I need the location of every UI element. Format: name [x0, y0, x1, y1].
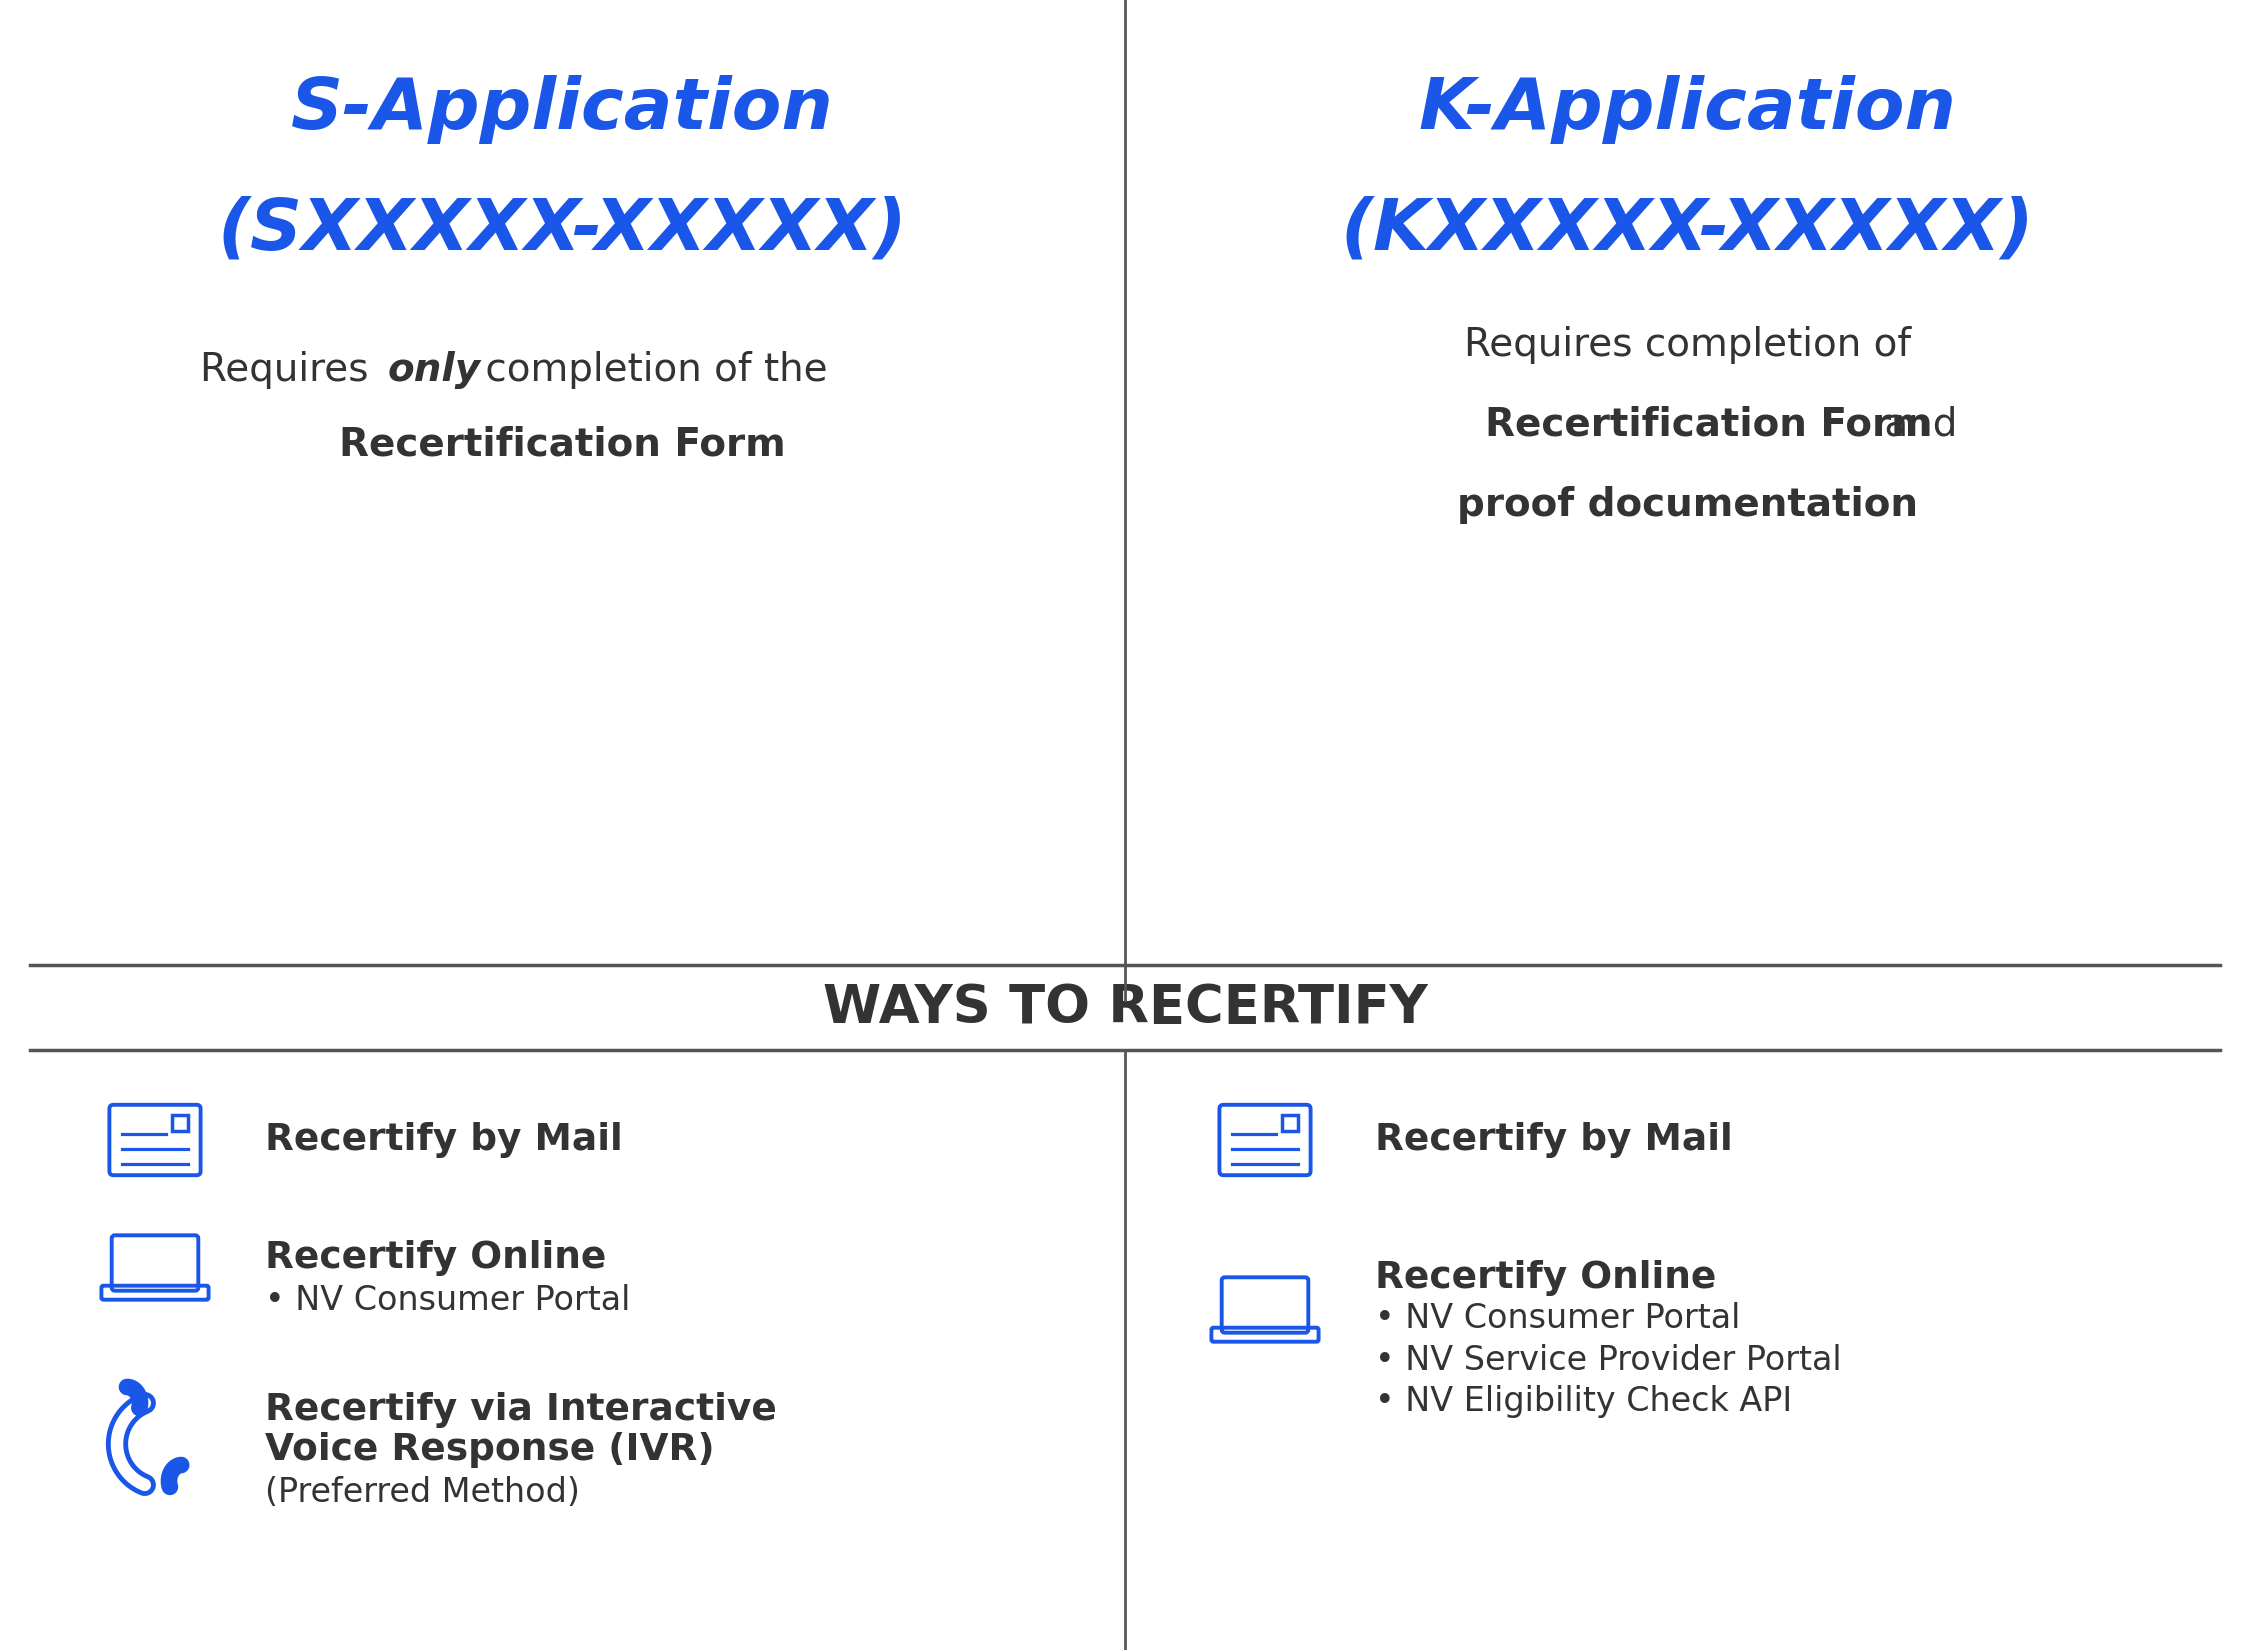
- Text: WAYS TO RECERTIFY: WAYS TO RECERTIFY: [824, 982, 1426, 1033]
- Text: only: only: [387, 351, 482, 389]
- Text: K-Application: K-Application: [1418, 76, 1958, 145]
- Text: • NV Consumer Portal: • NV Consumer Portal: [266, 1284, 630, 1317]
- Text: Voice Response (IVR): Voice Response (IVR): [266, 1432, 716, 1468]
- Text: Recertify by Mail: Recertify by Mail: [1375, 1122, 1732, 1158]
- Text: Recertification Form: Recertification Form: [1485, 406, 1933, 444]
- Text: Recertification Form: Recertification Form: [340, 426, 785, 464]
- Text: Recertify Online: Recertify Online: [1375, 1261, 1717, 1295]
- Text: (KXXXXX-XXXXX): (KXXXXX-XXXXX): [1341, 195, 2034, 264]
- Text: Recertify Online: Recertify Online: [266, 1241, 608, 1275]
- Text: (SXXXXX-XXXXX): (SXXXXX-XXXXX): [218, 195, 907, 264]
- Text: completion of the: completion of the: [472, 351, 828, 389]
- Text: and: and: [1872, 406, 1958, 444]
- Text: S-Application: S-Application: [290, 76, 835, 145]
- Text: proof documentation: proof documentation: [1458, 487, 1917, 525]
- Text: (Preferred Method): (Preferred Method): [266, 1475, 580, 1508]
- Text: • NV Eligibility Check API: • NV Eligibility Check API: [1375, 1386, 1791, 1419]
- Text: • NV Service Provider Portal: • NV Service Provider Portal: [1375, 1343, 1840, 1376]
- Text: Requires completion of: Requires completion of: [1465, 327, 1910, 365]
- Text: Requires: Requires: [200, 351, 380, 389]
- Bar: [171, 1115, 187, 1130]
- Bar: [1282, 1115, 1298, 1130]
- Text: • NV Consumer Portal: • NV Consumer Portal: [1375, 1302, 1742, 1335]
- Text: Recertify by Mail: Recertify by Mail: [266, 1122, 623, 1158]
- Text: Recertify via Interactive: Recertify via Interactive: [266, 1393, 776, 1427]
